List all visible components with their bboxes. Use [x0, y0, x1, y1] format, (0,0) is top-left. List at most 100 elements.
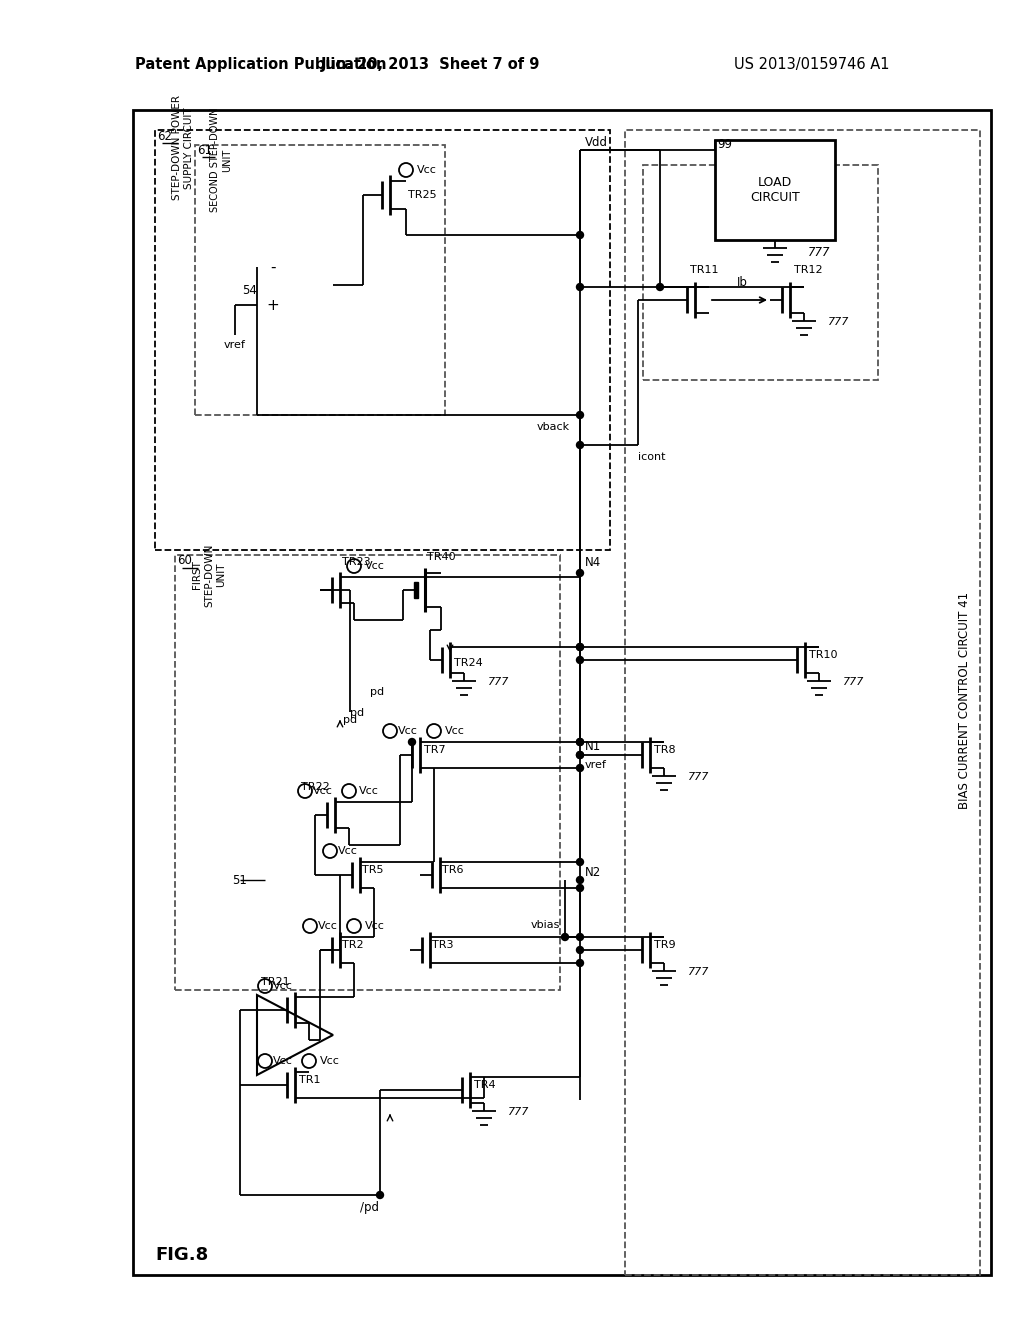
Text: Jun. 20, 2013  Sheet 7 of 9: Jun. 20, 2013 Sheet 7 of 9 [321, 58, 540, 73]
Circle shape [577, 858, 584, 866]
Text: TR24: TR24 [454, 657, 482, 668]
Text: vback: vback [537, 422, 570, 432]
Circle shape [577, 569, 584, 577]
Text: 777: 777 [508, 1107, 529, 1117]
Circle shape [577, 884, 584, 891]
Text: N4: N4 [585, 557, 601, 569]
Text: 777: 777 [488, 677, 509, 686]
Circle shape [577, 656, 584, 664]
Circle shape [561, 933, 568, 940]
Text: Vcc: Vcc [359, 785, 379, 796]
Text: 777: 777 [688, 968, 710, 977]
Bar [133, 110, 991, 1275]
Text: TR3: TR3 [432, 940, 454, 950]
Text: TR10: TR10 [809, 649, 838, 660]
Circle shape [577, 644, 584, 651]
Text: Vcc: Vcc [273, 981, 293, 991]
Text: Patent Application Publication: Patent Application Publication [135, 58, 386, 73]
Text: TR9: TR9 [654, 940, 676, 950]
Text: STEP-DOWN: STEP-DOWN [204, 544, 214, 607]
Text: icont: icont [638, 451, 666, 462]
Text: SUPPLY CIRCUIT: SUPPLY CIRCUIT [184, 107, 194, 189]
Text: vbias: vbias [530, 920, 560, 931]
Bar [643, 165, 878, 380]
Circle shape [577, 644, 584, 651]
Text: /pd: /pd [360, 1201, 380, 1214]
Text: 62: 62 [157, 129, 172, 143]
Text: TR23: TR23 [342, 557, 371, 568]
Text: TR5: TR5 [362, 865, 384, 875]
Circle shape [577, 412, 584, 418]
Text: 99: 99 [717, 139, 732, 152]
Circle shape [577, 441, 584, 449]
Circle shape [577, 738, 584, 746]
Text: 51: 51 [232, 874, 247, 887]
Text: 60: 60 [177, 554, 191, 568]
Text: UNIT: UNIT [222, 148, 232, 172]
Text: SECOND STEP-DOWN: SECOND STEP-DOWN [210, 108, 220, 213]
Circle shape [577, 751, 584, 759]
Text: UNIT: UNIT [216, 562, 226, 587]
Text: BIAS CURRENT CONTROL CIRCUIT 41: BIAS CURRENT CONTROL CIRCUIT 41 [958, 591, 972, 809]
Text: TR6: TR6 [442, 865, 464, 875]
Bar [414, 582, 418, 598]
Text: vref: vref [224, 341, 246, 350]
Text: Vdd: Vdd [585, 136, 608, 149]
Text: Vcc: Vcc [273, 1056, 293, 1067]
Text: TR40: TR40 [427, 552, 456, 562]
Text: -: - [270, 260, 275, 275]
Circle shape [656, 284, 664, 290]
Text: vref: vref [585, 760, 607, 770]
Circle shape [577, 946, 584, 953]
Bar [175, 554, 560, 990]
Circle shape [377, 1192, 384, 1199]
Bar [625, 129, 980, 1275]
Text: TR11: TR11 [690, 265, 719, 275]
Text: TR21: TR21 [261, 977, 290, 987]
Text: Vcc: Vcc [398, 726, 418, 737]
Text: Vcc: Vcc [313, 785, 333, 796]
Circle shape [577, 876, 584, 883]
Text: 54: 54 [242, 284, 257, 297]
Circle shape [577, 284, 584, 290]
Bar [155, 129, 610, 550]
Text: Vcc: Vcc [445, 726, 465, 737]
Circle shape [577, 231, 584, 239]
Text: pd: pd [350, 708, 365, 718]
Text: TR7: TR7 [424, 744, 445, 755]
Text: STEP-DOWN POWER: STEP-DOWN POWER [172, 95, 182, 201]
Text: pd: pd [343, 715, 357, 725]
Text: FIG.8: FIG.8 [155, 1246, 208, 1265]
Text: Vcc: Vcc [365, 921, 385, 931]
Text: TR22: TR22 [301, 781, 330, 792]
Text: Vcc: Vcc [318, 921, 338, 931]
Text: Vcc: Vcc [365, 561, 385, 572]
Text: Ib: Ib [737, 276, 748, 289]
Text: TR25: TR25 [408, 190, 436, 201]
Circle shape [577, 764, 584, 771]
Text: US 2013/0159746 A1: US 2013/0159746 A1 [734, 58, 890, 73]
Circle shape [577, 751, 584, 759]
Text: Vcc: Vcc [417, 165, 437, 176]
Text: 777: 777 [828, 317, 849, 327]
Bar [195, 145, 445, 414]
Text: TR1: TR1 [299, 1074, 321, 1085]
Circle shape [577, 960, 584, 966]
Circle shape [577, 933, 584, 940]
Text: 777: 777 [688, 772, 710, 781]
Circle shape [409, 738, 416, 746]
Text: TR2: TR2 [342, 940, 364, 950]
Text: Vcc: Vcc [319, 1056, 340, 1067]
Text: +: + [266, 297, 280, 313]
Text: 61: 61 [197, 144, 212, 157]
Text: TR8: TR8 [654, 744, 676, 755]
Bar [715, 140, 835, 240]
Text: FIRST: FIRST [193, 561, 202, 590]
Text: N2: N2 [585, 866, 601, 879]
Text: N1: N1 [585, 741, 601, 754]
Text: LOAD
CIRCUIT: LOAD CIRCUIT [751, 176, 800, 205]
Text: pd: pd [370, 686, 384, 697]
Text: 777: 777 [843, 677, 864, 686]
Text: TR4: TR4 [474, 1080, 496, 1090]
Text: 777: 777 [808, 247, 830, 260]
